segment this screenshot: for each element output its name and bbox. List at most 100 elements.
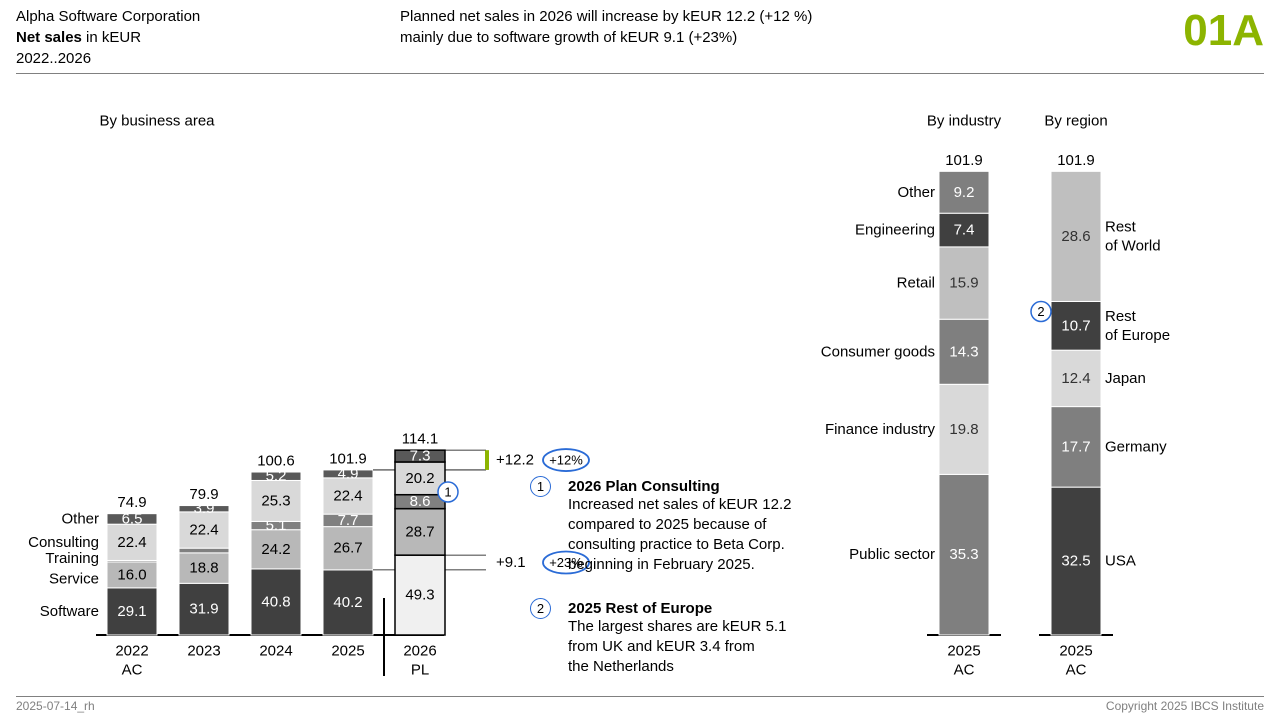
footer-copyright: Copyright 2025 IBCS Institute xyxy=(1105,699,1264,713)
note-1-title: 2026 Plan Consulting xyxy=(568,478,720,495)
region-marker-label: 2 xyxy=(1037,304,1044,319)
value-label-other-2024: 5.2 xyxy=(266,468,287,485)
value-label-software-2023: 31.9 xyxy=(189,601,218,618)
industry-label-3: Retail xyxy=(897,275,935,292)
value-label-service-2024: 24.2 xyxy=(261,541,290,558)
industry-segment-5 xyxy=(938,170,990,214)
total-label-2023: 79.9 xyxy=(189,486,218,503)
bar-other-2023 xyxy=(178,505,230,513)
legend-other: Other xyxy=(61,510,99,527)
region-segment-4 xyxy=(1050,170,1102,302)
industry-value-1: 19.8 xyxy=(949,421,978,438)
industry-value-3: 15.9 xyxy=(949,275,978,292)
region-category-scenario: AC xyxy=(1066,662,1087,679)
category-label-2022-scenario: AC xyxy=(122,662,143,679)
category-label-2026-scenario: PL xyxy=(411,662,429,679)
value-label-other-2025: 4.9 xyxy=(338,465,359,482)
total-label-2024: 100.6 xyxy=(257,453,295,470)
bar-other-2025 xyxy=(322,469,374,479)
region-value-0: 32.5 xyxy=(1061,553,1090,570)
region-subtitle: By region xyxy=(1044,113,1107,130)
header-block: Alpha Software Corporation Net sales in … xyxy=(16,6,200,69)
note-1-marker: 1 xyxy=(530,476,551,497)
region-segment-2 xyxy=(1050,349,1102,408)
delta-software-percent: +23% xyxy=(549,555,583,570)
note-1-line-3: consulting practice to Beta Corp. xyxy=(568,536,785,553)
marker-1-label: 1 xyxy=(444,484,451,499)
delta-total-bar xyxy=(485,450,489,470)
bar-other-2022 xyxy=(106,513,158,525)
note-2-line-1: The largest shares are kEUR 5.1 xyxy=(568,618,787,635)
note-2-line-3: the Netherlands xyxy=(568,658,674,675)
header-rule xyxy=(16,73,1264,74)
region-label-2: Japan xyxy=(1105,370,1146,387)
delta-software-percent-oval xyxy=(542,550,590,575)
bar-other-2024 xyxy=(250,471,302,481)
industry-total: 101.9 xyxy=(945,152,983,169)
bar-software-2024 xyxy=(250,568,302,636)
delta-total-percent-oval xyxy=(542,448,590,472)
page-code: 01A xyxy=(1183,6,1264,55)
category-label-2025: 2025 xyxy=(331,643,364,660)
category-label-2023: 2023 xyxy=(187,643,220,660)
value-label-service-2023: 18.8 xyxy=(189,560,218,577)
note-1-line-2: compared to 2025 because of xyxy=(568,516,767,533)
value-label-other-2022: 6.5 xyxy=(122,510,143,527)
note-2-line-2: from UK and kEUR 3.4 from xyxy=(568,638,755,655)
note-2-title: 2025 Rest of Europe xyxy=(568,600,713,617)
region-category: 2025 xyxy=(1059,643,1092,660)
bar-software-2026 xyxy=(394,554,446,636)
delta-software-value: +9.1 xyxy=(496,554,526,571)
total-label-2026: 114.1 xyxy=(402,431,438,448)
industry-segment-4 xyxy=(938,212,990,248)
company-name: Alpha Software Corporation xyxy=(16,8,201,25)
region-label-3: Rest xyxy=(1105,308,1137,325)
bar-training-2023 xyxy=(178,547,230,554)
period: 2022..2026 xyxy=(16,50,92,67)
region-label-1: Germany xyxy=(1105,438,1167,455)
value-label-other-2023: 3.9 xyxy=(194,500,215,517)
footer-date: 2025-07-14_rh xyxy=(16,699,95,713)
industry-subtitle: By industry xyxy=(927,113,1002,130)
value-label-software-2022: 29.1 xyxy=(117,603,146,620)
bar-service-2025 xyxy=(322,526,374,571)
total-label-2025: 101.9 xyxy=(329,450,367,467)
value-label-service-2026: 28.7 xyxy=(405,523,434,540)
note-1-line-1: Increased net sales of kEUR 12.2 xyxy=(568,496,792,513)
legend-software: Software xyxy=(40,603,99,620)
industry-label-4: Engineering xyxy=(855,222,935,239)
value-label-other-2026: 7.3 xyxy=(410,448,431,465)
bar-other-2026 xyxy=(394,449,446,463)
industry-label-2: Consumer goods xyxy=(821,343,935,360)
category-label-2022: 2022 xyxy=(115,643,148,660)
value-label-consulting-2023: 22.4 xyxy=(189,522,218,539)
region-marker-circle xyxy=(1030,300,1052,323)
industry-label-5: Other xyxy=(897,184,935,201)
measure-name: Net sales xyxy=(16,29,82,46)
region-total: 101.9 xyxy=(1057,152,1095,169)
bar-consulting-2026 xyxy=(394,461,446,496)
chart-subtitle-business-area: By business area xyxy=(99,113,215,130)
industry-value-4: 7.4 xyxy=(954,222,975,239)
total-label-2022: 74.9 xyxy=(117,494,146,511)
region-segment-0 xyxy=(1050,486,1102,636)
category-label-2026: 2026 xyxy=(403,643,436,660)
marker-1-circle xyxy=(437,481,459,503)
key-message: Planned net sales in 2026 will increase … xyxy=(400,6,812,48)
delta-total-value: +12.2 xyxy=(496,452,534,469)
industry-segment-1 xyxy=(938,383,990,475)
region-segment-1 xyxy=(1050,406,1102,488)
value-label-consulting-2024: 25.3 xyxy=(261,492,290,509)
bar-service-2024 xyxy=(250,529,302,570)
region-value-2: 12.4 xyxy=(1061,370,1090,387)
value-label-consulting-2022: 22.4 xyxy=(117,534,146,551)
value-label-software-2025: 40.2 xyxy=(333,594,362,611)
industry-segment-0 xyxy=(938,473,990,636)
industry-label-0: Public sector xyxy=(849,546,935,563)
delta-total-percent: +12% xyxy=(549,453,583,468)
note-1-line-4: beginning in February 2025. xyxy=(568,556,755,573)
industry-segment-2 xyxy=(938,318,990,385)
value-label-consulting-2026: 20.2 xyxy=(405,470,434,487)
industry-value-5: 9.2 xyxy=(954,184,975,201)
industry-value-2: 14.3 xyxy=(949,343,978,360)
